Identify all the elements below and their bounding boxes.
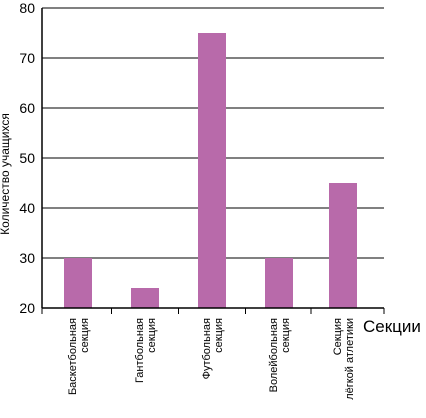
x-tick-labels: Баскетбольная секция Гантбольная секция Футб…	[41, 308, 385, 400]
bars	[64, 33, 357, 308]
bar	[329, 183, 357, 308]
x-tick-label: Баскетбольная секция	[67, 318, 91, 395]
bar	[131, 288, 159, 308]
x-tick-label-line: секция	[79, 318, 91, 353]
x-tick-label-line: Футбольная	[201, 318, 213, 379]
bar	[265, 258, 293, 308]
x-tick-label: Футбольная секция	[201, 318, 225, 379]
y-tick-label: 60	[19, 100, 35, 116]
x-tick-label: Гантбольная секция	[134, 318, 158, 383]
x-tick-label-line: лёгкой атлетики	[344, 318, 356, 400]
y-tick-labels: 20 30 40 50 60 70 80	[19, 0, 35, 316]
x-tick-label-line: Волейбольная	[268, 318, 280, 392]
x-axis-title: Секции	[363, 317, 421, 336]
y-axis-title: Количество учащихся	[0, 113, 12, 235]
y-tick-label: 70	[19, 50, 35, 66]
x-tick-label: Секция лёгкой атлетики	[332, 318, 356, 400]
x-tick-label-line: секция	[280, 318, 292, 353]
bar	[64, 258, 92, 308]
y-tick-label: 80	[19, 0, 35, 16]
x-tick-label-line: Гантбольная	[134, 318, 146, 383]
axes	[41, 8, 384, 309]
x-tick-label-line: Секция	[332, 318, 344, 355]
y-tick-label: 30	[19, 250, 35, 266]
x-tick-label-line: Баскетбольная	[67, 318, 79, 395]
bar	[198, 33, 226, 308]
y-tick-label: 20	[19, 300, 35, 316]
x-tick-label: Волейбольная секция	[268, 318, 292, 392]
x-tick-label-line: секция	[213, 318, 225, 353]
y-tick-label: 50	[19, 150, 35, 166]
y-tick-label: 40	[19, 200, 35, 216]
x-tick-label-line: секция	[146, 318, 158, 353]
